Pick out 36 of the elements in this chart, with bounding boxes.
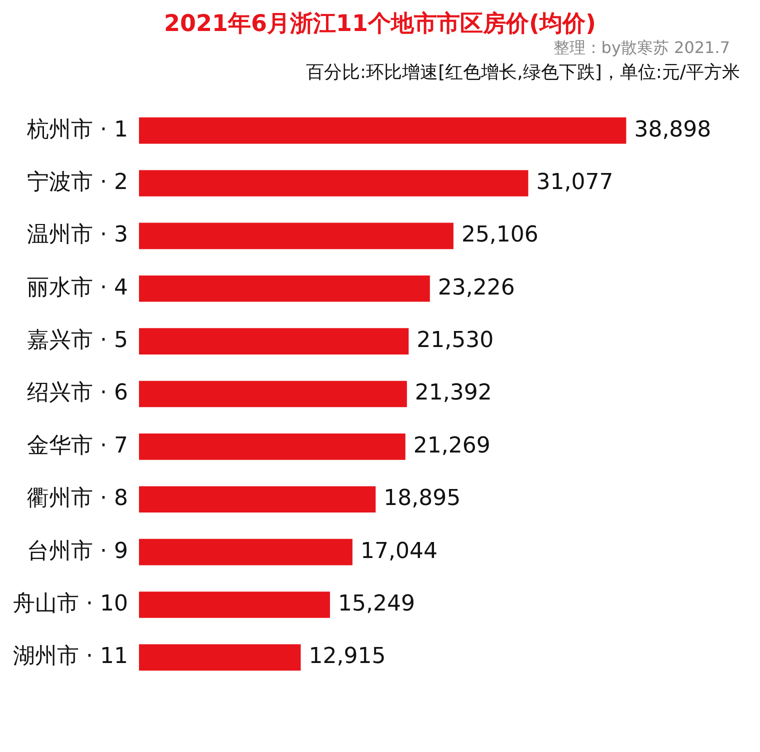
- y-tick-label: 嘉兴市 · 5: [26, 328, 128, 354]
- data-label: 21,392: [414, 380, 492, 406]
- bar: [138, 434, 406, 460]
- data-label: 25,106: [461, 222, 538, 248]
- bar: [138, 644, 301, 671]
- data-label: 31,077: [536, 170, 614, 195]
- chart-subtitle: 整理：by散寒苏 2021.7: [552, 38, 731, 59]
- y-tick-label: 台州市 · 9: [26, 538, 128, 564]
- y-tick-label: 衢州市 · 8: [26, 486, 128, 512]
- data-label: 18,895: [384, 486, 461, 512]
- y-tick-label: 湖州市 · 11: [12, 644, 128, 670]
- data-label: 12,915: [308, 644, 386, 670]
- bar: [138, 486, 376, 513]
- data-label: 23,226: [438, 275, 515, 300]
- y-tick-label: 宁波市 · 2: [26, 170, 128, 195]
- data-label: 17,044: [360, 538, 438, 564]
- bar: [138, 222, 454, 250]
- y-tick-label: 舟山市 · 10: [12, 591, 128, 616]
- data-label: 15,249: [338, 591, 415, 616]
- y-tick-label: 金华市 · 7: [26, 433, 128, 458]
- bar: [138, 328, 409, 354]
- bar: [138, 380, 407, 408]
- data-label: 21,269: [413, 433, 490, 458]
- y-tick-label: 杭州市 · 1: [26, 117, 128, 142]
- data-label: 21,530: [416, 328, 494, 354]
- bar: [138, 538, 352, 566]
- chart-title: 2021年6月浙江11个地市市区房价(均价): [162, 10, 598, 38]
- y-tick-label: 绍兴市 · 6: [26, 380, 128, 406]
- bar: [138, 592, 330, 618]
- y-tick-label: 丽水市 · 4: [26, 275, 128, 300]
- text: 百分比:环比增速[红色增长,绿色下跌]，单位:元/平方米: [305, 61, 741, 85]
- bar: [138, 170, 528, 196]
- bar: [138, 275, 430, 302]
- data-label: 38,898: [634, 117, 712, 142]
- y-tick-label: 温州市 · 3: [26, 222, 128, 248]
- bar: [138, 117, 626, 144]
